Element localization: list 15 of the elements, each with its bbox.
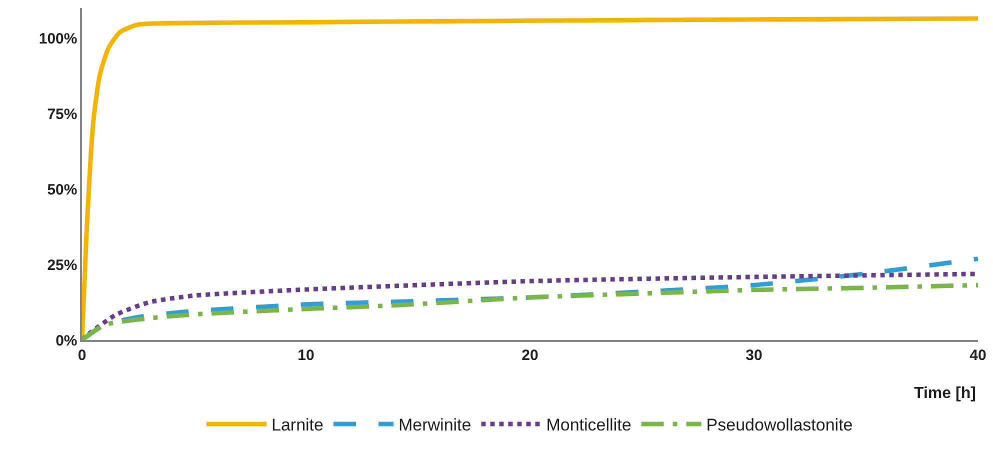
y-tick-label: 0% bbox=[56, 332, 78, 350]
y-tick-label: 75% bbox=[47, 106, 78, 123]
x-tick-label: 10 bbox=[298, 346, 314, 364]
x-axis-title: Time [h] bbox=[914, 385, 976, 402]
x-tick-label: 40 bbox=[970, 346, 986, 364]
y-tick-label: 100% bbox=[38, 30, 78, 48]
legend-label: Pseudowollastonite bbox=[706, 416, 853, 435]
y-tick-label: 50% bbox=[47, 181, 78, 198]
x-tick-label: 30 bbox=[746, 346, 762, 364]
legend-label: Monticellite bbox=[546, 416, 632, 435]
x-tick-label: 20 bbox=[522, 346, 538, 364]
legend-label: Larnite bbox=[272, 416, 324, 435]
x-tick-label: 0 bbox=[78, 346, 86, 364]
legend-label: Merwinite bbox=[398, 416, 472, 435]
y-tick-label: 25% bbox=[47, 256, 78, 274]
